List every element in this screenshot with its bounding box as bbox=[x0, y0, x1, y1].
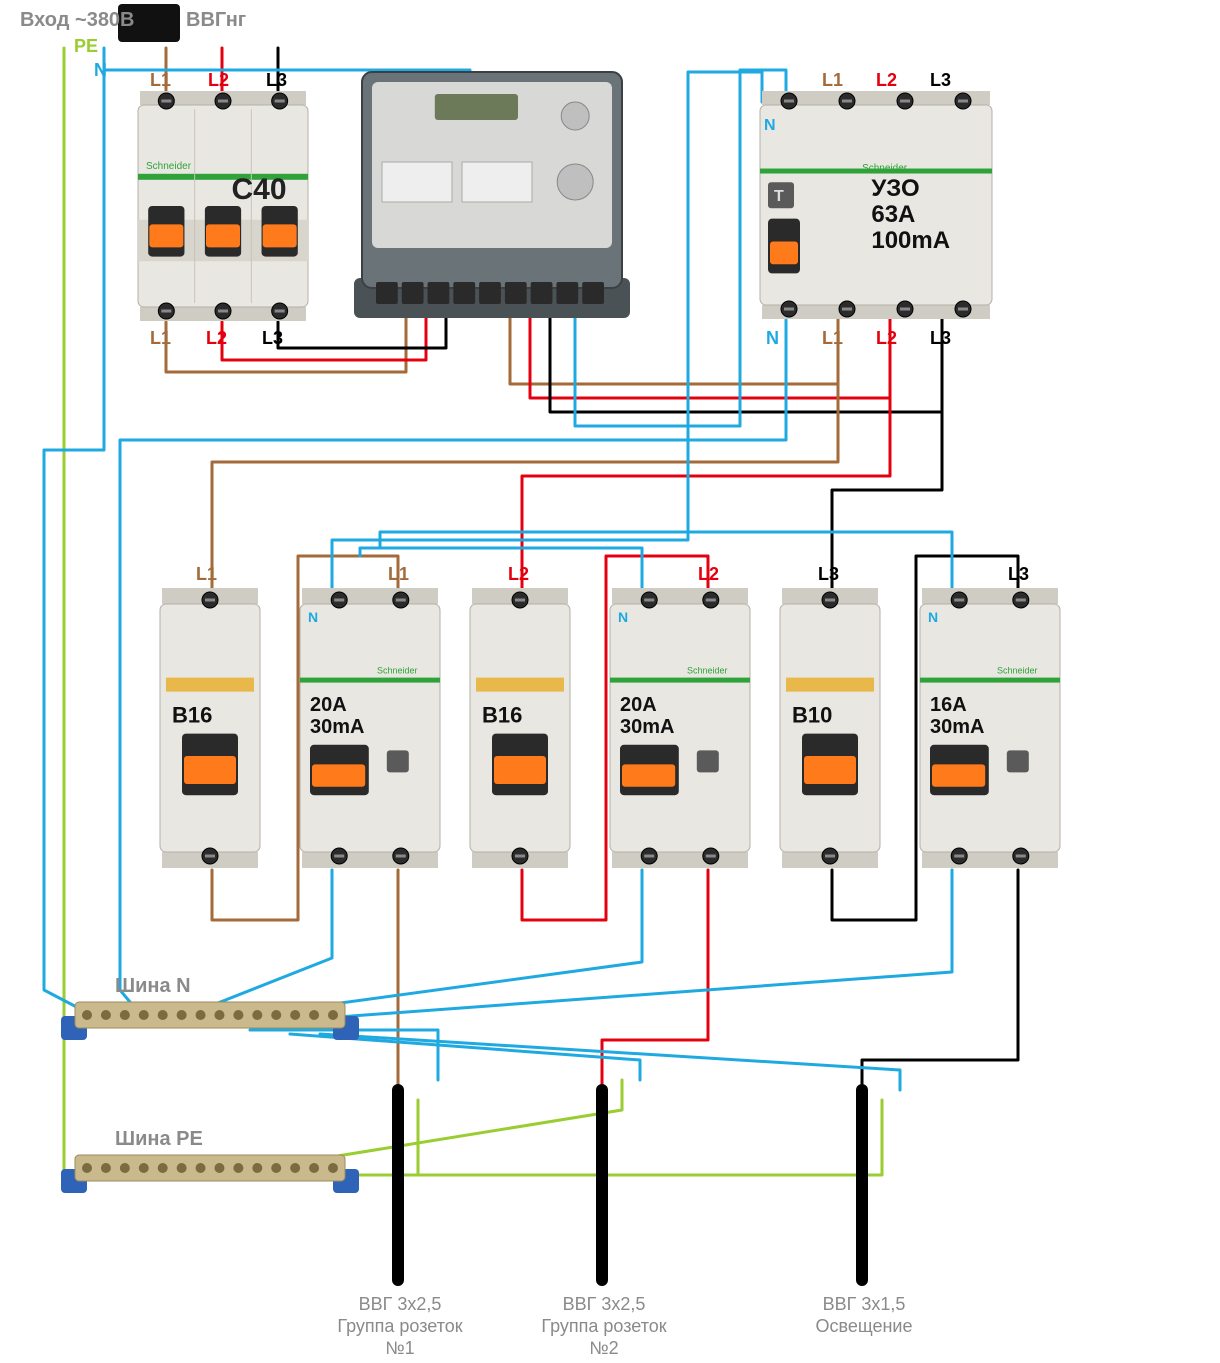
svg-text:L3: L3 bbox=[818, 564, 839, 584]
output-caption: №2 bbox=[589, 1338, 618, 1358]
svg-text:L2: L2 bbox=[876, 70, 897, 90]
output-caption: Группа розеток bbox=[337, 1316, 462, 1336]
svg-text:30mA: 30mA bbox=[930, 716, 984, 738]
svg-text:Schneider: Schneider bbox=[687, 666, 728, 676]
label-cable-type: ВВГнг bbox=[186, 9, 246, 31]
svg-text:100mA: 100mA bbox=[871, 227, 950, 254]
mini-breaker bbox=[780, 588, 880, 868]
svg-text:L3: L3 bbox=[930, 70, 951, 90]
label-pe: PE bbox=[74, 36, 98, 56]
svg-text:B16: B16 bbox=[172, 702, 212, 727]
output-caption: Освещение bbox=[816, 1316, 913, 1336]
mini-breaker bbox=[160, 588, 260, 868]
svg-text:L2: L2 bbox=[508, 564, 529, 584]
svg-text:L1: L1 bbox=[822, 70, 843, 90]
svg-text:Шина N: Шина N bbox=[115, 975, 191, 997]
svg-text:N: N bbox=[928, 609, 938, 625]
output-caption: ВВГ 3х2,5 bbox=[359, 1294, 442, 1314]
svg-text:L3: L3 bbox=[930, 328, 951, 348]
label-l2: L2 bbox=[208, 70, 229, 90]
svg-text:16A: 16A bbox=[930, 694, 967, 716]
svg-text:Шина PE: Шина PE bbox=[115, 1128, 203, 1150]
svg-text:L1: L1 bbox=[150, 328, 171, 348]
svg-text:20A: 20A bbox=[310, 694, 347, 716]
svg-text:C40: C40 bbox=[232, 173, 287, 206]
svg-text:L3: L3 bbox=[1008, 564, 1029, 584]
output-caption: ВВГ 3х2,5 bbox=[563, 1294, 646, 1314]
svg-text:N: N bbox=[308, 609, 318, 625]
svg-text:63A: 63A bbox=[871, 201, 915, 228]
mini-breaker bbox=[470, 588, 570, 868]
svg-text:30mA: 30mA bbox=[310, 716, 364, 738]
label-l3: L3 bbox=[266, 70, 287, 90]
svg-text:B10: B10 bbox=[792, 702, 832, 727]
energy-meter bbox=[354, 72, 630, 318]
label-input: Вход ~380В bbox=[20, 9, 135, 31]
output-caption: №1 bbox=[385, 1338, 414, 1358]
svg-text:T: T bbox=[774, 188, 784, 205]
svg-text:L1: L1 bbox=[822, 328, 843, 348]
svg-text:L2: L2 bbox=[876, 328, 897, 348]
svg-text:L2: L2 bbox=[206, 328, 227, 348]
svg-text:L1: L1 bbox=[196, 564, 217, 584]
svg-text:L1: L1 bbox=[388, 564, 409, 584]
label-l1: L1 bbox=[150, 70, 171, 90]
svg-text:20A: 20A bbox=[620, 694, 657, 716]
svg-text:УЗО: УЗО bbox=[871, 175, 919, 202]
svg-text:N: N bbox=[764, 117, 776, 134]
svg-text:Schneider: Schneider bbox=[997, 666, 1038, 676]
label-n: N bbox=[94, 60, 107, 80]
svg-text:Schneider: Schneider bbox=[377, 666, 418, 676]
svg-text:N: N bbox=[766, 328, 779, 348]
svg-text:L2: L2 bbox=[698, 564, 719, 584]
svg-text:Schneider: Schneider bbox=[862, 163, 908, 174]
svg-text:L3: L3 bbox=[262, 328, 283, 348]
output-caption: Группа розеток bbox=[541, 1316, 666, 1336]
svg-text:Schneider: Schneider bbox=[146, 161, 192, 172]
svg-text:B16: B16 bbox=[482, 702, 522, 727]
output-caption: ВВГ 3х1,5 bbox=[823, 1294, 906, 1314]
svg-text:30mA: 30mA bbox=[620, 716, 674, 738]
svg-text:N: N bbox=[618, 609, 628, 625]
